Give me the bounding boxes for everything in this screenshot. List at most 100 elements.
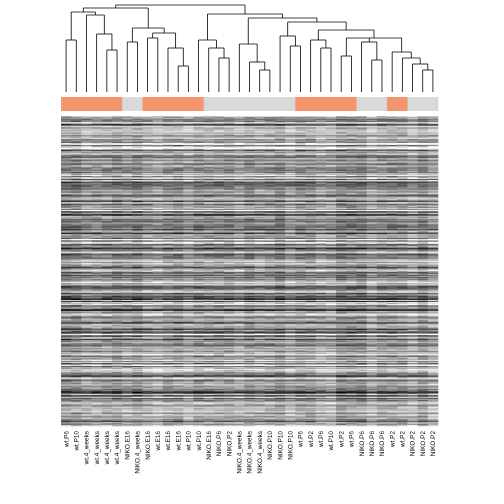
heatmap-cell <box>111 219 123 221</box>
heatmap-cell <box>264 220 276 222</box>
heatmap-cell <box>203 191 215 193</box>
heatmap-cell <box>111 188 123 190</box>
heatmap-cell <box>346 223 357 225</box>
heatmap-cell <box>427 210 439 212</box>
heatmap-cell <box>91 191 103 193</box>
heatmap-cell <box>132 137 143 139</box>
heatmap-cell <box>152 243 164 245</box>
heatmap-cell <box>315 169 327 172</box>
heatmap-cell <box>193 128 204 130</box>
heatmap-cell <box>305 136 317 138</box>
heatmap-cell <box>234 229 245 231</box>
heatmap-cell <box>295 229 306 231</box>
heatmap-cell <box>336 182 347 184</box>
heatmap-cell <box>407 235 418 238</box>
heatmap-cell <box>183 242 194 244</box>
heatmap-cell <box>162 198 174 200</box>
heatmap-cell <box>305 236 317 239</box>
heatmap-cell <box>407 197 418 199</box>
heatmap-cell <box>305 219 317 221</box>
heatmap-cell <box>417 192 429 194</box>
heatmap-cell <box>295 201 306 204</box>
heatmap-cell <box>111 242 123 244</box>
heatmap-cell <box>356 159 367 161</box>
heatmap-cell <box>111 123 123 125</box>
heatmap-cell <box>274 191 286 193</box>
heatmap-cell <box>305 129 317 131</box>
heatmap-cell <box>132 159 143 161</box>
heatmap-cell <box>203 131 215 133</box>
heatmap-cell <box>274 186 286 188</box>
heatmap-cell <box>71 122 82 124</box>
heatmap-cell <box>132 186 143 188</box>
heatmap-cell <box>254 248 266 250</box>
heatmap-cell <box>213 150 225 152</box>
heatmap-cell <box>71 173 82 176</box>
heatmap-cell <box>173 118 184 120</box>
heatmap-cell <box>285 216 296 218</box>
heatmap-cell <box>91 133 103 135</box>
heatmap-cell <box>407 167 418 169</box>
heatmap-cell <box>325 212 337 214</box>
heatmap-cell <box>71 138 82 141</box>
heatmap-cell <box>295 246 306 248</box>
heatmap-cell <box>407 174 418 177</box>
heatmap-cell <box>183 186 194 188</box>
heatmap-cell <box>366 184 378 186</box>
heatmap-cell <box>397 242 408 244</box>
heatmap-cell <box>315 207 327 210</box>
heatmap-cell <box>376 149 388 151</box>
heatmap-cell <box>142 122 153 124</box>
heatmap-cell <box>213 165 225 167</box>
heatmap-cell <box>346 242 357 244</box>
heatmap-cell <box>111 162 123 164</box>
heatmap-cell <box>132 215 143 217</box>
heatmap-cell <box>213 212 225 214</box>
heatmap-cell <box>213 216 225 218</box>
heatmap-cell <box>366 153 378 155</box>
heatmap-cell <box>173 154 184 156</box>
heatmap-cell <box>254 141 266 144</box>
heatmap-cell <box>81 215 92 217</box>
heatmap-cell <box>122 160 133 162</box>
heatmap-cell <box>61 132 72 134</box>
heatmap-cell <box>61 129 72 131</box>
heatmap-cell <box>295 161 306 163</box>
heatmap-cell <box>91 119 103 121</box>
heatmap-cell <box>111 134 123 136</box>
heatmap-cell <box>325 178 337 180</box>
heatmap-cell <box>173 194 184 196</box>
heatmap-cell <box>203 220 215 222</box>
heatmap-cell <box>193 119 204 121</box>
heatmap-cell <box>101 180 113 182</box>
heatmap-cell <box>407 124 418 126</box>
heatmap-cell <box>387 187 398 189</box>
heatmap-cell <box>193 169 204 172</box>
heatmap-cell <box>325 155 337 157</box>
heatmap-cell <box>285 192 296 194</box>
heatmap-cell <box>224 159 235 161</box>
heatmap-cell <box>305 145 317 148</box>
heatmap-cell <box>244 157 255 159</box>
heatmap-cell <box>71 240 82 242</box>
heatmap-cell <box>244 207 255 210</box>
heatmap-cell <box>193 159 204 161</box>
heatmap-cell <box>366 166 378 168</box>
heatmap-cell <box>213 139 225 142</box>
heatmap-cell <box>213 153 225 155</box>
heatmap-cell <box>417 191 429 193</box>
heatmap-cell <box>305 132 317 134</box>
heatmap-cell <box>295 133 306 135</box>
heatmap-cell <box>162 224 174 226</box>
heatmap-cell <box>111 212 123 214</box>
heatmap-cell <box>203 139 215 142</box>
heatmap-cell <box>71 130 82 132</box>
heatmap-cell <box>122 222 133 224</box>
heatmap-cell <box>234 130 245 132</box>
heatmap-cell <box>152 151 164 153</box>
heatmap-cell <box>285 141 296 144</box>
heatmap-cell <box>356 222 367 224</box>
heatmap-cell <box>91 142 103 145</box>
heatmap-cell <box>152 140 164 143</box>
heatmap-cell <box>254 193 266 195</box>
